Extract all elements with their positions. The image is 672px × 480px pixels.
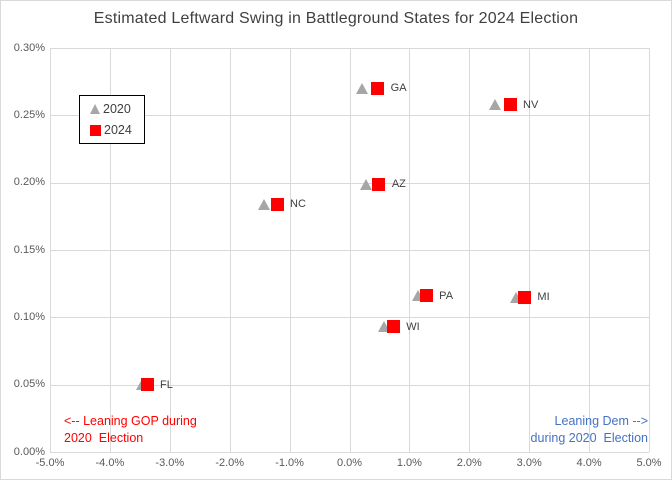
state-label: MI xyxy=(537,291,550,304)
annotation-leaning-gop: <-- Leaning GOP during 2020 Election xyxy=(64,413,197,447)
x-axis-tick-label: -4.0% xyxy=(95,457,125,469)
gridline-horizontal xyxy=(50,48,649,49)
data-point-2020-triangle xyxy=(359,178,372,190)
gridline-vertical xyxy=(649,48,650,452)
data-point-2024-square xyxy=(517,290,531,304)
x-axis-tick-label: 2.0% xyxy=(456,457,482,469)
state-label: GA xyxy=(390,82,407,95)
y-axis-tick-label: 0.15% xyxy=(13,243,45,256)
x-axis-tick-label: -1.0% xyxy=(275,457,304,469)
annotation-dem-line2: during 2020 Election xyxy=(530,431,648,445)
x-axis-tick-label: 1.0% xyxy=(396,457,422,469)
data-point-2020-triangle xyxy=(510,291,523,303)
x-axis-tick-label: 4.0% xyxy=(576,457,602,469)
state-label: PA xyxy=(439,289,454,302)
x-axis-tick-label: -5.0% xyxy=(35,457,65,469)
data-point-2020-triangle xyxy=(356,82,369,94)
data-point-2020-triangle xyxy=(257,198,270,210)
y-axis-tick-label: 0.05% xyxy=(13,378,45,391)
y-axis-tick-label: 0.20% xyxy=(13,176,45,189)
data-point-2024-square xyxy=(386,320,400,334)
y-axis-tick-label: 0.25% xyxy=(13,108,45,121)
state-label: AZ xyxy=(391,178,406,190)
data-point-2020-triangle xyxy=(378,321,391,333)
annotation-gop-line2: 2020 Election xyxy=(64,431,144,445)
data-point-2024-square xyxy=(419,289,433,303)
gridline-horizontal xyxy=(50,182,649,184)
gridline-horizontal xyxy=(50,317,649,319)
state-label: WI xyxy=(406,320,420,333)
data-point-2024-square xyxy=(270,197,284,211)
data-point-2024-square xyxy=(140,378,154,392)
annotation-gop-line1: <-- Leaning GOP during xyxy=(64,414,197,428)
data-point-2020-triangle xyxy=(411,290,424,302)
data-point-2024-square xyxy=(372,177,386,191)
x-axis-tick-label: 3.0% xyxy=(516,457,542,469)
annotation-dem-line1: Leaning Dem --> xyxy=(554,414,648,428)
state-label: NV xyxy=(523,98,539,111)
y-axis-tick-label: 0.00% xyxy=(13,445,45,458)
legend-label: 2020 xyxy=(103,102,131,116)
state-label: FL xyxy=(160,378,173,391)
legend-square-icon xyxy=(90,124,101,136)
data-point-2024-square xyxy=(371,81,385,95)
x-axis-tick-label: 0.0% xyxy=(336,457,363,469)
x-axis-tick-label: -3.0% xyxy=(155,457,185,469)
gridline-horizontal xyxy=(50,384,649,386)
y-axis-tick-label: 0.30% xyxy=(13,41,45,54)
data-point-2024-square xyxy=(503,98,517,112)
chart-legend: 2020 2024 xyxy=(79,95,145,144)
data-point-2020-triangle xyxy=(488,99,501,111)
legend-label: 2024 xyxy=(104,123,132,137)
state-label: NC xyxy=(290,198,306,211)
legend-item-2024: 2024 xyxy=(90,123,132,137)
y-axis-tick-label: 0.10% xyxy=(13,310,45,323)
x-axis-tick-label: 5.0% xyxy=(636,457,662,469)
x-axis-tick-label: -2.0% xyxy=(215,457,245,469)
annotation-leaning-dem: Leaning Dem --> during 2020 Election xyxy=(531,413,648,447)
gridline-horizontal xyxy=(50,452,649,453)
legend-triangle-icon xyxy=(90,104,100,114)
gridline-horizontal xyxy=(50,250,649,251)
gridline-horizontal xyxy=(50,115,649,117)
chart-title: Estimated Leftward Swing in Battleground… xyxy=(93,10,579,27)
legend-item-2020: 2020 xyxy=(90,102,132,116)
